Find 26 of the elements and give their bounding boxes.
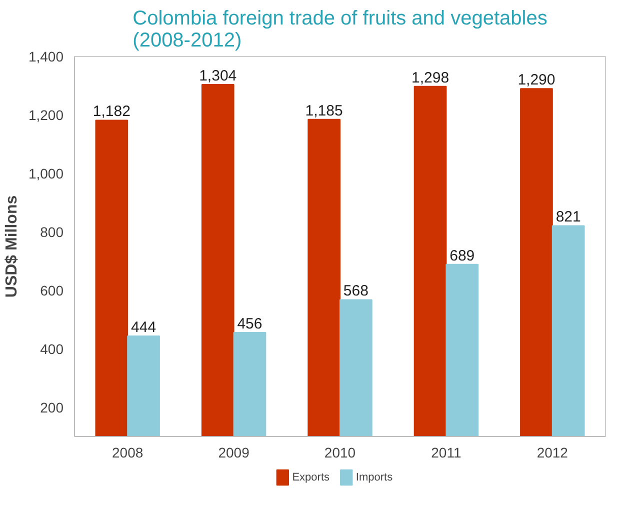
data-label: 689: [450, 247, 475, 264]
y-axis-title: USD$ Millons: [3, 195, 20, 298]
x-tick-label: 2009: [218, 444, 250, 460]
x-tick-label: 2012: [536, 444, 568, 460]
data-label: 444: [131, 318, 156, 336]
y-tick-label: 1,200: [28, 106, 64, 123]
data-label: 568: [343, 282, 368, 300]
data-label: 1,304: [199, 68, 237, 85]
data-label: 456: [237, 315, 262, 332]
y-tick-label: 1,400: [28, 48, 64, 64]
chart-title: Colombia foreign trade of fruits and vegetables (2008-2012): [132, 8, 548, 52]
data-label: 1,298: [412, 69, 450, 86]
data-label: 821: [556, 208, 581, 226]
x-tick-label: 2011: [431, 444, 462, 460]
y-tick-label: 600: [40, 282, 64, 298]
data-label: 1,182: [92, 103, 130, 120]
y-tick-label: 200: [40, 399, 64, 416]
legend-label: Exports: [292, 472, 330, 484]
legend-label: Imports: [356, 472, 394, 484]
data-label: 1,185: [305, 102, 343, 120]
y-tick-label: 400: [40, 340, 64, 357]
x-tick-label: 2010: [324, 444, 356, 460]
y-tick-label: 800: [40, 224, 64, 240]
y-tick-label: 1,000: [28, 165, 64, 182]
data-label: 1,290: [518, 72, 556, 89]
x-tick-label: 2008: [112, 444, 144, 460]
